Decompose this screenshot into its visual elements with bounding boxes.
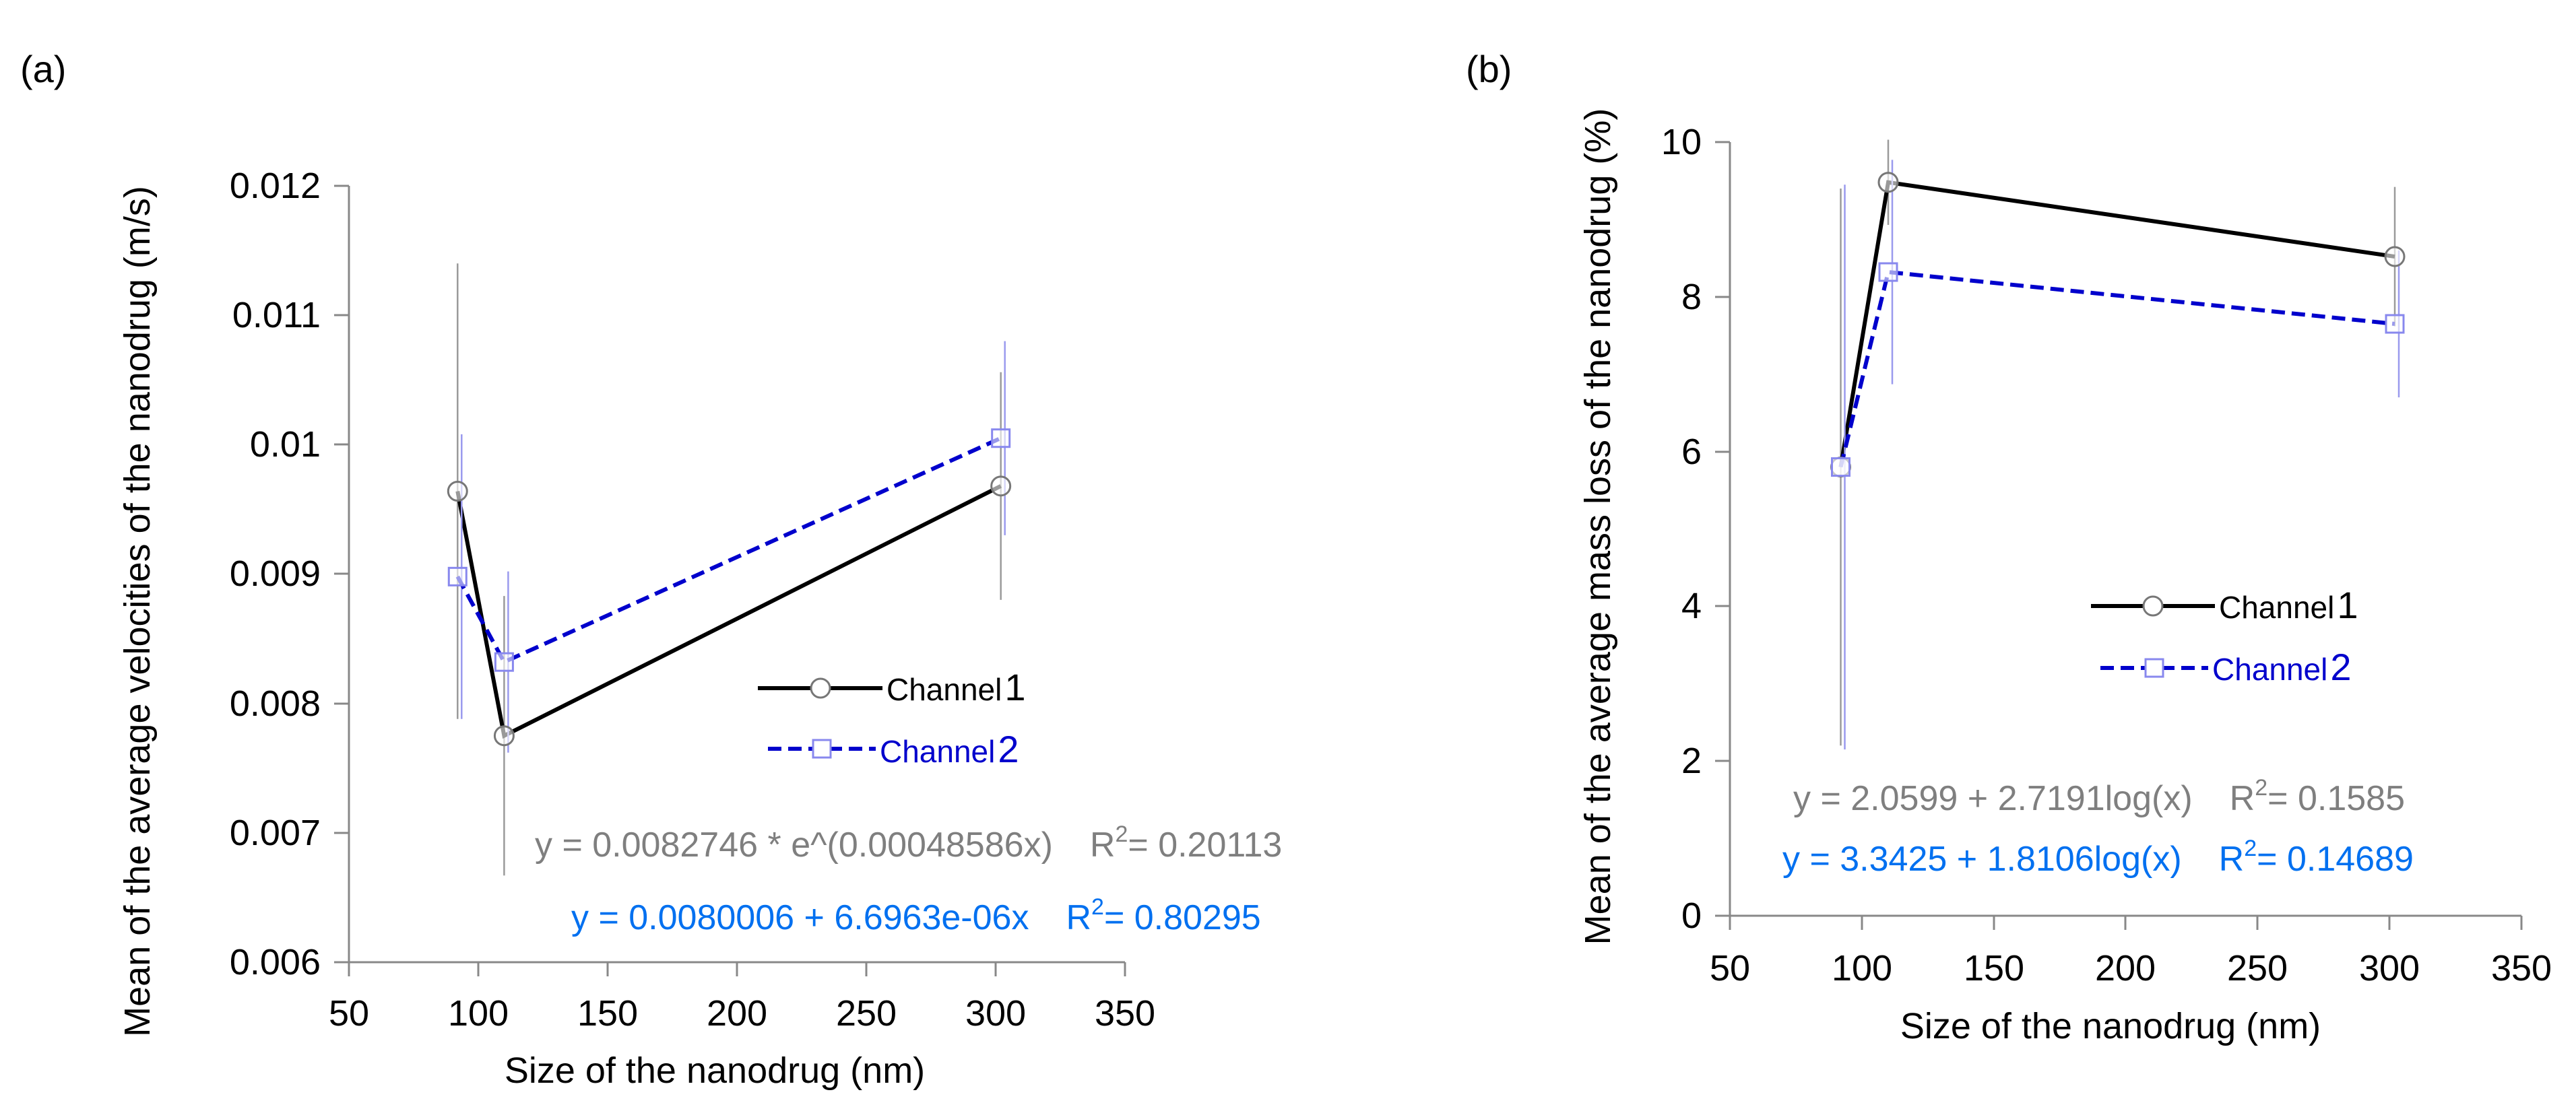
panel-b-plot-area: [1830, 139, 2406, 749]
y-tick-label: 0.007: [230, 813, 321, 853]
panel-b-ylabel: Mean of the average mass loss of the nan…: [1578, 108, 1618, 945]
panel-a-legend: Channel1 Channel2: [758, 666, 1026, 770]
legend-label-channel-2: Channel2: [2212, 646, 2352, 688]
x-tick-label: 100: [1832, 948, 1892, 988]
y-tick-label: 0.009: [230, 553, 321, 594]
series-line-channel-2: [1838, 269, 2395, 468]
panel-a-xlabel: Size of the nanodrug (nm): [505, 1050, 925, 1091]
x-tick-label: 200: [707, 993, 767, 1034]
y-tick-label: 4: [1681, 586, 1702, 626]
panel-a-fit-channel-2: y = 0.0080006 + 6.6963e-06x R2= 0.80295: [571, 894, 1261, 937]
legend-label-channel-2: Channel2: [880, 728, 1019, 770]
data-point-channel-1: [1877, 172, 1899, 193]
x-tick-label: 150: [1964, 948, 2024, 988]
y-tick-label: 0.008: [230, 683, 321, 724]
legend-label-channel-1: Channel1: [2219, 584, 2358, 626]
series-line-channel-2: [455, 436, 1002, 665]
data-point-channel-1: [447, 481, 468, 502]
legend-marker-square: [812, 739, 832, 759]
panel-a-y-ticks: 0.006 0.007 0.008 0.009 0.01 0.011 0.012: [230, 166, 349, 982]
series-line-channel-1: [1838, 180, 2395, 468]
data-point-channel-1: [990, 475, 1012, 497]
y-tick-label: 2: [1681, 741, 1702, 781]
panel-a-x-ticks: 50 100 150 200 250 300 350: [329, 962, 1155, 1034]
y-tick-label: 0.01: [250, 424, 321, 465]
x-tick-label: 50: [329, 993, 369, 1034]
x-tick-label: 350: [2491, 948, 2552, 988]
y-tick-label: 10: [1661, 122, 1702, 162]
legend-marker-square: [2144, 658, 2164, 678]
panel-a-ylabel: Mean of the average velocities of the na…: [117, 186, 158, 1037]
data-point-channel-2: [2385, 314, 2405, 334]
panel-a-label: (a): [20, 48, 66, 90]
legend-marker-circle: [2142, 595, 2164, 617]
panel-b-legend: Channel1 Channel2: [2091, 584, 2358, 688]
panel-b: (b) Mean of the average mass loss of the…: [1466, 48, 2552, 1046]
x-tick-label: 100: [448, 993, 509, 1034]
data-point-channel-2: [1831, 457, 1850, 477]
y-tick-label: 0: [1681, 896, 1702, 936]
x-tick-label: 150: [577, 993, 638, 1034]
y-tick-label: 8: [1681, 277, 1702, 317]
data-point-channel-2: [991, 428, 1011, 448]
panel-a-fit-channel-1: y = 0.0082746 * e^(0.00048586x) R2= 0.201…: [535, 821, 1282, 865]
data-point-channel-2: [1878, 262, 1898, 282]
panel-b-x-ticks: 50 100 150 200 250 300 350: [1710, 916, 2552, 988]
x-tick-label: 50: [1710, 948, 1750, 988]
panel-a-plot-area: [447, 263, 1012, 876]
panel-b-label: (b): [1466, 48, 1512, 90]
panel-b-xlabel: Size of the nanodrug (nm): [1900, 1006, 2321, 1046]
data-point-channel-1: [493, 725, 515, 747]
x-tick-label: 300: [965, 993, 1026, 1034]
panel-b-fit-channel-2: y = 3.3425 + 1.8106log(x) R2= 0.14689: [1782, 836, 2414, 879]
x-tick-label: 200: [2095, 948, 2156, 988]
data-point-channel-1: [2384, 246, 2406, 267]
y-tick-label: 0.006: [230, 942, 321, 982]
y-tick-label: 0.011: [232, 295, 321, 335]
legend-marker-circle: [810, 677, 831, 699]
panel-a: (a) Mean of the average velocities of th…: [20, 48, 1282, 1091]
x-tick-label: 250: [836, 993, 897, 1034]
x-tick-label: 300: [2359, 948, 2420, 988]
data-point-channel-2: [494, 652, 514, 672]
x-tick-label: 250: [2227, 948, 2288, 988]
data-point-channel-2: [447, 566, 468, 586]
y-tick-label: 6: [1681, 432, 1702, 472]
panel-b-y-ticks: 0 2 4 6 8 10: [1661, 122, 1730, 936]
legend-label-channel-1: Channel1: [887, 666, 1026, 708]
y-tick-label: 0.012: [230, 166, 321, 206]
x-tick-label: 350: [1095, 993, 1155, 1034]
panel-b-fit-channel-1: y = 2.0599 + 2.7191log(x) R2= 0.1585: [1793, 775, 2405, 818]
